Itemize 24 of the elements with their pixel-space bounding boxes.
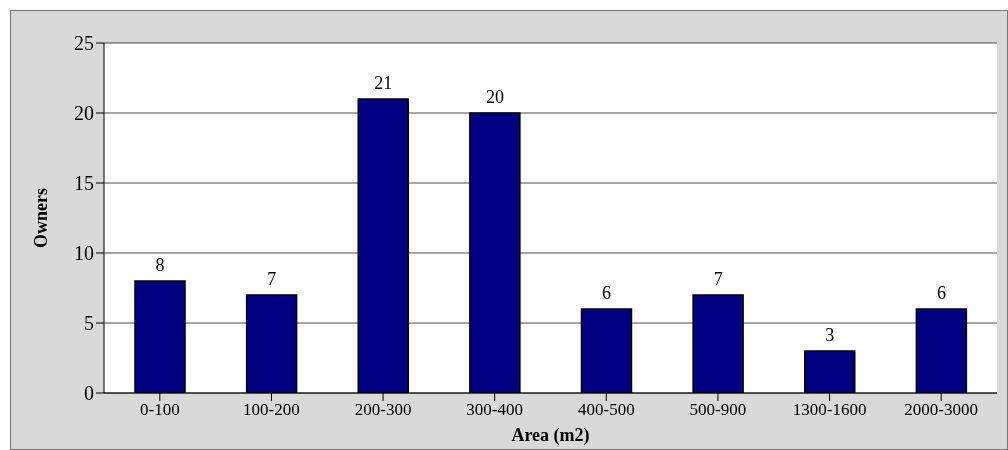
data-label: 20 xyxy=(485,87,504,107)
x-tick-label: 0-100 xyxy=(139,400,180,420)
data-label: 7 xyxy=(713,269,723,289)
data-label: 21 xyxy=(374,73,393,93)
y-tick-label: 10 xyxy=(74,242,94,265)
x-tick-label: 1300-1600 xyxy=(792,400,867,420)
data-label: 6 xyxy=(936,283,946,303)
y-tick-label: 20 xyxy=(74,102,94,125)
x-tick-label: 500-900 xyxy=(689,400,747,420)
y-tick-label: 0 xyxy=(84,382,94,405)
y-tick-label: 5 xyxy=(84,312,94,335)
data-label: 3 xyxy=(825,325,835,345)
x-tick-label: 200-300 xyxy=(354,400,412,420)
y-axis-title: Owners xyxy=(31,188,52,248)
x-tick-label: 400-500 xyxy=(577,400,635,420)
data-label: 8 xyxy=(155,255,165,275)
y-tick-label: 15 xyxy=(74,172,94,195)
data-label: 6 xyxy=(602,283,611,303)
y-tick-label: 25 xyxy=(74,32,94,55)
x-axis-title: Area (m2) xyxy=(511,425,590,446)
x-tick-label: 300-400 xyxy=(466,400,524,420)
x-tick-label: 100-200 xyxy=(243,400,300,420)
x-tick-label: 2000-3000 xyxy=(904,400,979,420)
data-label: 7 xyxy=(267,269,277,289)
